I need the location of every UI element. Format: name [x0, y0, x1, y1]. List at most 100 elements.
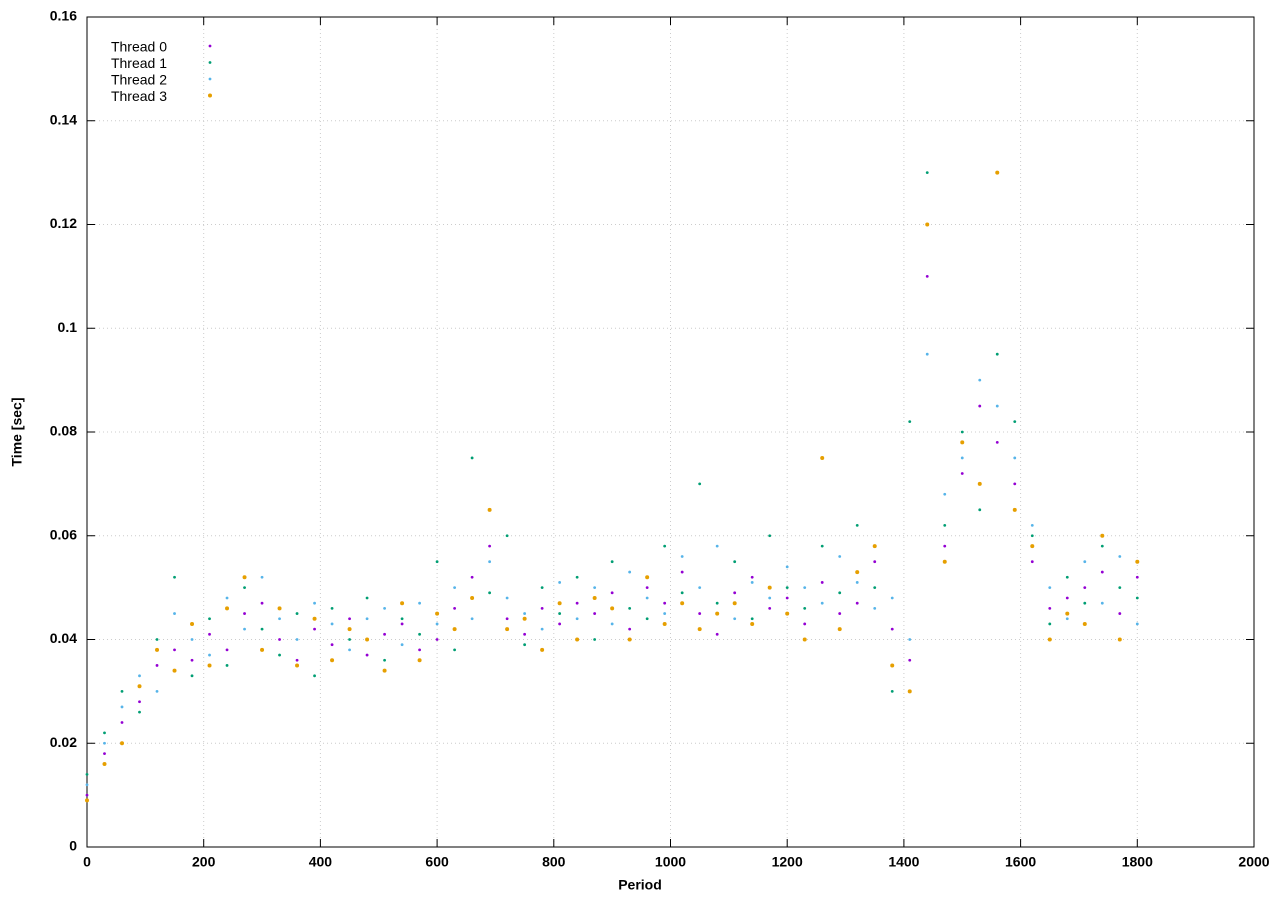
point	[1030, 544, 1035, 549]
point	[505, 596, 509, 600]
point	[890, 663, 895, 668]
point	[820, 581, 824, 584]
point	[837, 627, 842, 632]
point	[873, 586, 877, 590]
point	[418, 601, 421, 605]
x-tick-label: 1800	[1122, 854, 1153, 870]
point	[452, 627, 457, 632]
x-tick-label: 1400	[888, 854, 919, 870]
legend-label: Thread 3	[111, 88, 167, 104]
point	[855, 601, 859, 605]
point	[645, 596, 649, 600]
point	[803, 622, 807, 626]
point	[628, 570, 632, 574]
point	[855, 570, 860, 575]
point	[522, 616, 527, 621]
point	[330, 643, 334, 647]
point	[138, 700, 141, 704]
x-tick-label: 1000	[655, 854, 686, 870]
point	[1100, 570, 1104, 574]
point	[120, 705, 124, 709]
point	[715, 601, 719, 605]
point	[558, 612, 562, 615]
point	[470, 575, 474, 579]
point	[1065, 617, 1069, 621]
point	[313, 674, 316, 678]
point	[820, 601, 824, 605]
point	[295, 658, 299, 662]
point	[505, 617, 509, 621]
point	[628, 627, 632, 631]
legend-marker	[208, 61, 212, 64]
point	[1065, 575, 1069, 579]
y-tick-label: 0.02	[50, 734, 77, 750]
point	[785, 611, 790, 616]
point	[908, 638, 912, 641]
point	[978, 404, 982, 408]
point	[400, 617, 404, 621]
point	[733, 560, 737, 564]
point	[925, 352, 929, 356]
point	[155, 638, 159, 641]
point	[120, 741, 125, 746]
point	[207, 663, 212, 668]
point	[1013, 456, 1017, 460]
point	[85, 798, 89, 803]
point	[173, 575, 176, 579]
point	[435, 622, 439, 626]
point	[750, 617, 754, 621]
point	[470, 596, 475, 600]
point	[610, 591, 614, 595]
point	[785, 596, 789, 600]
point	[663, 601, 667, 605]
point	[120, 721, 124, 724]
point	[820, 544, 824, 548]
point	[540, 606, 544, 610]
point	[347, 627, 352, 632]
point	[242, 575, 247, 580]
point	[243, 627, 246, 631]
point	[802, 637, 807, 642]
point	[155, 664, 159, 667]
point	[1083, 586, 1087, 590]
point	[557, 601, 562, 606]
x-tick-label: 1200	[772, 854, 803, 870]
point	[593, 586, 597, 590]
point	[785, 586, 789, 590]
point	[943, 492, 947, 496]
point	[890, 627, 894, 631]
point	[260, 647, 265, 652]
point	[330, 658, 335, 663]
point	[1100, 533, 1105, 538]
y-tick-label: 0	[69, 838, 77, 854]
point	[85, 783, 89, 787]
point	[138, 674, 141, 678]
point	[540, 586, 544, 590]
point	[960, 472, 964, 475]
x-tick-label: 200	[192, 854, 216, 870]
point	[1065, 596, 1069, 600]
point	[435, 560, 439, 564]
point	[733, 617, 737, 621]
point	[1118, 555, 1122, 558]
point	[138, 710, 141, 714]
point	[908, 420, 912, 424]
y-tick-label: 0.1	[58, 319, 78, 335]
point	[1135, 559, 1140, 564]
point	[365, 617, 369, 621]
point	[260, 575, 264, 579]
point	[400, 643, 404, 647]
point	[1100, 601, 1104, 605]
point	[190, 621, 195, 626]
point	[750, 581, 754, 584]
point	[173, 612, 176, 615]
legend-label: Thread 1	[111, 55, 167, 71]
point	[803, 586, 807, 590]
point	[627, 637, 632, 642]
x-tick-label: 2000	[1238, 854, 1269, 870]
point	[785, 565, 789, 569]
legend-label: Thread 0	[111, 39, 167, 55]
point	[977, 481, 982, 486]
point	[523, 612, 527, 615]
